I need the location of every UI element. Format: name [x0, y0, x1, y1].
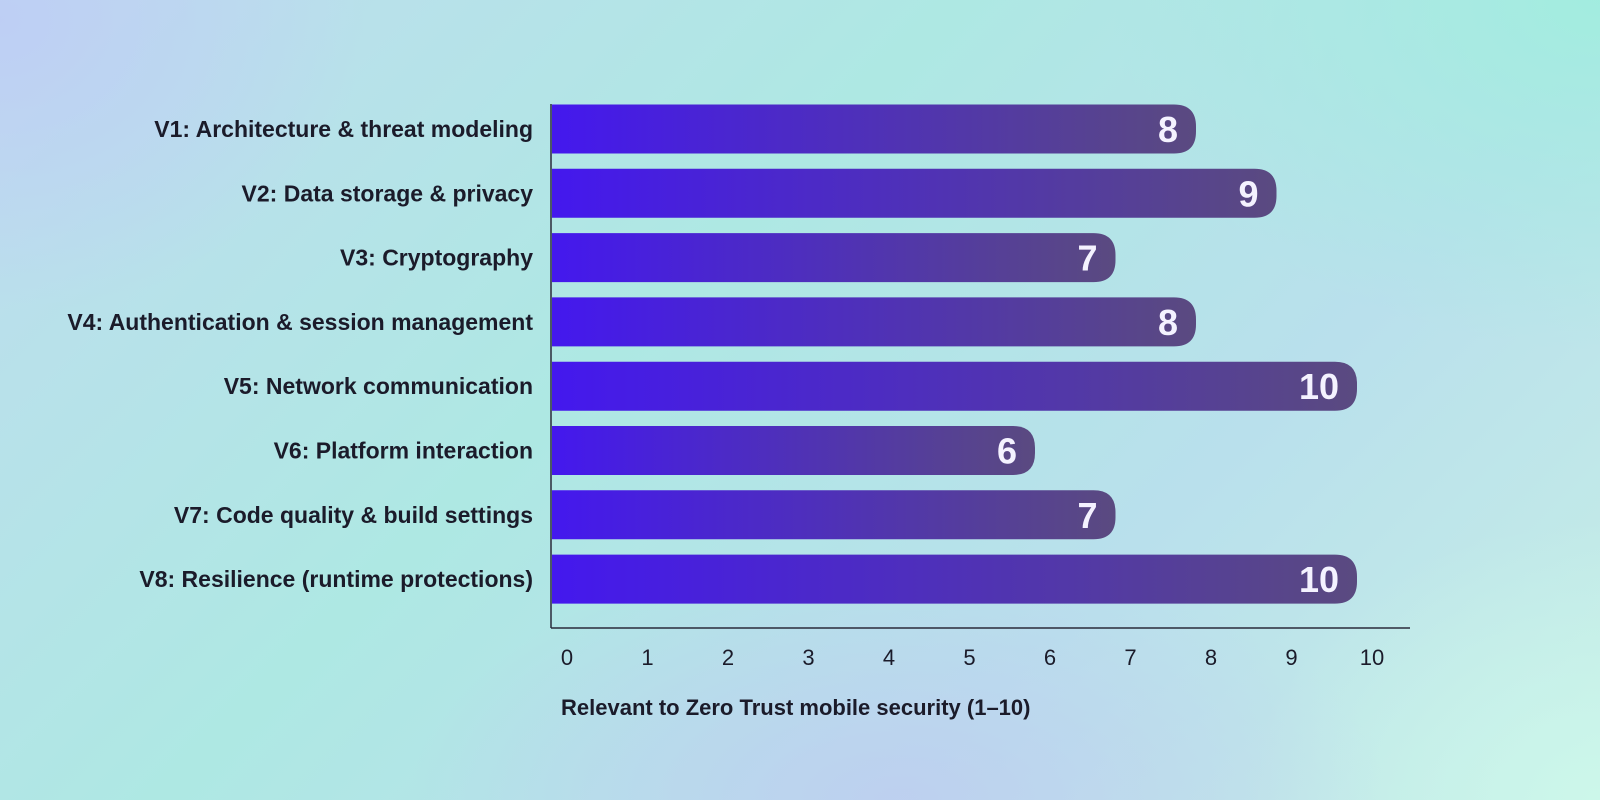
value-label-3: 7	[1077, 238, 1097, 279]
x-tick-2: 2	[722, 645, 734, 670]
x-tick-1: 1	[641, 645, 653, 670]
x-tick-5: 5	[963, 645, 975, 670]
category-label-8: V8: Resilience (runtime protections)	[139, 566, 533, 592]
category-label-1: V1: Architecture & threat modeling	[154, 116, 533, 142]
value-label-4: 8	[1158, 302, 1178, 343]
category-label-7: V7: Code quality & build settings	[174, 502, 533, 528]
category-label-2: V2: Data storage & privacy	[242, 180, 534, 206]
x-tick-10: 10	[1360, 645, 1384, 670]
category-label-5: V5: Network communication	[224, 373, 533, 399]
x-tick-9: 9	[1285, 645, 1297, 670]
bar-6	[552, 426, 1035, 475]
x-axis-title: Relevant to Zero Trust mobile security (…	[561, 695, 1030, 720]
x-tick-0: 0	[561, 645, 573, 670]
category-label-4: V4: Authentication & session management	[67, 309, 533, 335]
x-tick-7: 7	[1124, 645, 1136, 670]
value-label-8: 10	[1299, 559, 1339, 600]
category-label-3: V3: Cryptography	[340, 245, 533, 271]
value-label-6: 6	[997, 431, 1017, 472]
bar-2	[552, 168, 1277, 218]
x-tick-3: 3	[802, 645, 814, 670]
x-tick-8: 8	[1205, 645, 1217, 670]
x-tick-4: 4	[883, 645, 895, 670]
bar-4	[552, 297, 1196, 347]
bar-3	[552, 233, 1116, 283]
value-label-1: 8	[1158, 109, 1178, 150]
x-tick-labels: 0 1 2 3 4 5 6 7 8 9 10	[561, 645, 1384, 670]
value-label-5: 10	[1299, 366, 1339, 407]
bar-5	[552, 361, 1357, 411]
bars	[552, 104, 1357, 604]
category-label-6: V6: Platform interaction	[274, 438, 533, 464]
bar-1	[552, 104, 1196, 154]
bar-8	[552, 554, 1357, 604]
x-tick-6: 6	[1044, 645, 1056, 670]
bar-7	[552, 490, 1116, 540]
value-label-7: 7	[1077, 495, 1097, 536]
category-labels: V1: Architecture & threat modeling V2: Da…	[67, 116, 533, 592]
value-labels: 8 9 7 8 10 6 7 10	[997, 109, 1339, 600]
value-label-2: 9	[1238, 173, 1258, 214]
